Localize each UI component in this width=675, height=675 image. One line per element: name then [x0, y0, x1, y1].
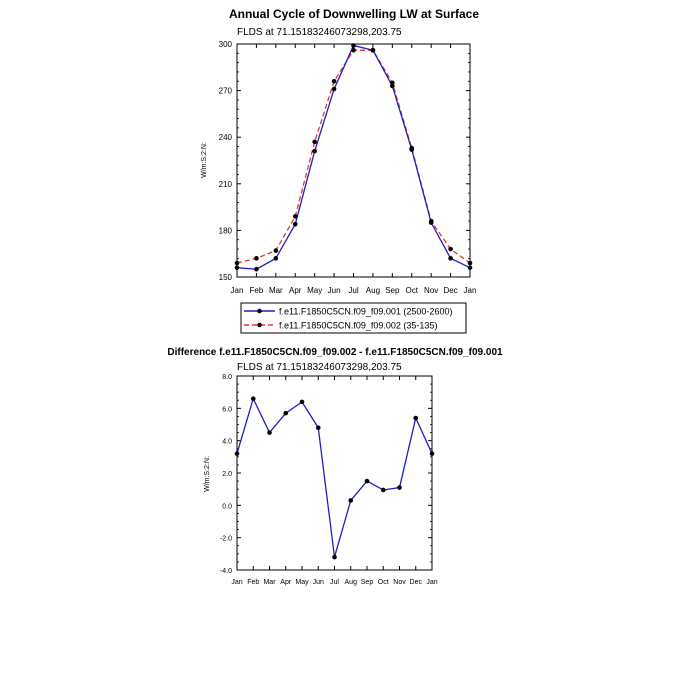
chart1-series-1-point — [273, 256, 279, 261]
chart1-series-2-point — [428, 218, 434, 224]
legend-marker-series-2 — [257, 322, 262, 328]
chart2-x-tick-label: Dec — [410, 579, 423, 586]
legend-marker-series-1 — [257, 308, 262, 314]
chart2-x-tick-label: Mar — [263, 579, 276, 586]
chart1-x-tick-label: Aug — [366, 286, 380, 295]
chart1-series-2-point — [390, 80, 395, 86]
chart2-series-1-point — [397, 485, 402, 490]
chart1-x-tick-label: Feb — [250, 286, 264, 295]
chart2-series-1-point — [380, 487, 386, 493]
chart2-y-tick-label: 0.0 — [222, 503, 232, 510]
chart1-y-tick-label: 210 — [219, 180, 233, 189]
chart2-y-tick-label: -4.0 — [220, 568, 232, 575]
legend-label-series-1: f.e11.F1850C5CN.f09_f09.001 (2500-2600) — [279, 307, 452, 317]
chart1-x-tick-label: Jan — [464, 286, 477, 295]
chart1-axes: Jan Feb Mar Apr May Jun Jul Aug Sep Oct Nov Dec Jan 1… — [219, 40, 477, 295]
chart1-series-2-point — [409, 145, 415, 151]
chart2-y-tick-label: 2.0 — [222, 471, 232, 478]
chart2-x-tick-label: Nov — [393, 579, 406, 586]
chart1-x-tick-label: Jul — [348, 286, 358, 295]
chart2-subtitle: FLDS at 71.15183246073298,203.75 — [237, 362, 402, 373]
chart2-y-axis-label: W/m:S:2:N: — [204, 456, 211, 492]
chart2-x-tick-label: Sep — [361, 579, 374, 586]
chart1-series-2-point — [331, 78, 337, 84]
chart1-title: Annual Cycle of Downwelling LW at Surfac… — [229, 7, 479, 21]
chart1-x-tick-label: May — [307, 286, 322, 295]
legend-box — [240, 302, 467, 334]
chart1-series-1-point — [292, 221, 298, 227]
chart1-series-2-point — [312, 139, 317, 145]
chart2-x-tick-label: Oct — [378, 579, 389, 586]
legend: f.e11.F1850C5CN.f09_f09.001 (2500-2600) … — [240, 302, 467, 334]
chart2-series-1-point — [250, 396, 256, 401]
chart2-series-1-point — [299, 399, 305, 405]
chart1-x-tick-label: Sep — [385, 286, 400, 295]
chart2-series-1-point — [429, 451, 435, 456]
chart2-axes: Jan Feb Mar Apr May Jun Jul Aug Sep Oct Nov Dec Jan-… — [220, 374, 438, 586]
chart1-x-tick-label: Jan — [231, 286, 244, 295]
chart2-y-tick-label: 8.0 — [222, 374, 232, 381]
chart2-series-1-point — [348, 498, 354, 503]
chart1-series-2-point — [273, 248, 279, 253]
chart-difference: Difference f.e11.F1850C5CN.f09_f09.002 -… — [167, 347, 503, 586]
chart1-series-2-point — [254, 256, 259, 261]
chart1-subtitle: FLDS at 71.15183246073298,203.75 — [237, 27, 402, 38]
chart1-series-1-point — [331, 86, 337, 92]
chart1-x-tick-label: Oct — [406, 286, 419, 295]
chart2-x-tick-label: Jun — [313, 579, 324, 586]
chart1-x-tick-label: Apr — [289, 286, 302, 295]
chart1-y-axis-label: W/m:S:2:N: — [201, 142, 208, 178]
chart1-x-tick-label: Mar — [269, 286, 283, 295]
chart1-series-2-point — [292, 214, 298, 219]
chart2-x-tick-label: Jul — [330, 579, 339, 586]
chart1-series-2-point — [351, 47, 356, 53]
chart1-y-tick-label: 240 — [219, 133, 233, 142]
chart1-series-2-point — [467, 260, 473, 266]
chart2-series-1-point — [267, 430, 272, 435]
chart1-series-2-point — [234, 260, 240, 266]
chart2-series-1-point — [364, 478, 370, 484]
chart1-series-1-point — [467, 265, 473, 270]
chart1-series-1-point — [351, 43, 356, 48]
chart1-y-tick-label: 300 — [219, 40, 233, 49]
chart1-series-1-point — [234, 265, 240, 270]
chart1-series-1-point — [448, 256, 453, 261]
legend-label-series-2: f.e11.F1850C5CN.f09_f09.002 (35-135) — [279, 321, 437, 331]
chart2-series-1-point — [332, 554, 337, 560]
chart2-x-tick-label: May — [295, 579, 309, 586]
chart2-x-tick-label: Jan — [426, 579, 437, 586]
chart1-series — [234, 43, 473, 272]
chart-annual-cycle: Annual Cycle of Downwelling LW at Surfac… — [201, 7, 479, 295]
chart1-x-tick-label: Dec — [443, 286, 457, 295]
chart2-x-tick-label: Feb — [247, 579, 259, 586]
chart2-series-1-point — [413, 415, 419, 421]
chart1-series-1-point — [312, 148, 317, 154]
chart1-series-2-point — [448, 246, 453, 252]
chart1-y-tick-label: 180 — [219, 226, 233, 235]
chart2-y-tick-label: 4.0 — [222, 439, 232, 446]
chart2-series-1-point — [283, 410, 289, 416]
chart1-x-tick-label: Nov — [424, 286, 438, 295]
chart2-x-tick-label: Jan — [231, 579, 242, 586]
chart2-x-tick-label: Aug — [345, 579, 358, 586]
chart2-title: Difference f.e11.F1850C5CN.f09_f09.002 -… — [167, 347, 503, 358]
chart2-series-1-point — [234, 451, 240, 456]
chart1-series-2-point — [370, 47, 376, 53]
chart1-y-tick-label: 150 — [219, 273, 233, 282]
chart2-x-tick-label: Apr — [280, 579, 292, 586]
chart1-y-tick-label: 270 — [219, 87, 233, 96]
chart1-series-1-point — [254, 266, 259, 272]
chart2-y-tick-label: -2.0 — [220, 536, 232, 543]
chart1-x-tick-label: Jun — [328, 286, 341, 295]
chart2-series-1-point — [315, 425, 321, 431]
chart2-y-tick-label: 6.0 — [222, 406, 232, 413]
chart2-series — [234, 396, 435, 560]
